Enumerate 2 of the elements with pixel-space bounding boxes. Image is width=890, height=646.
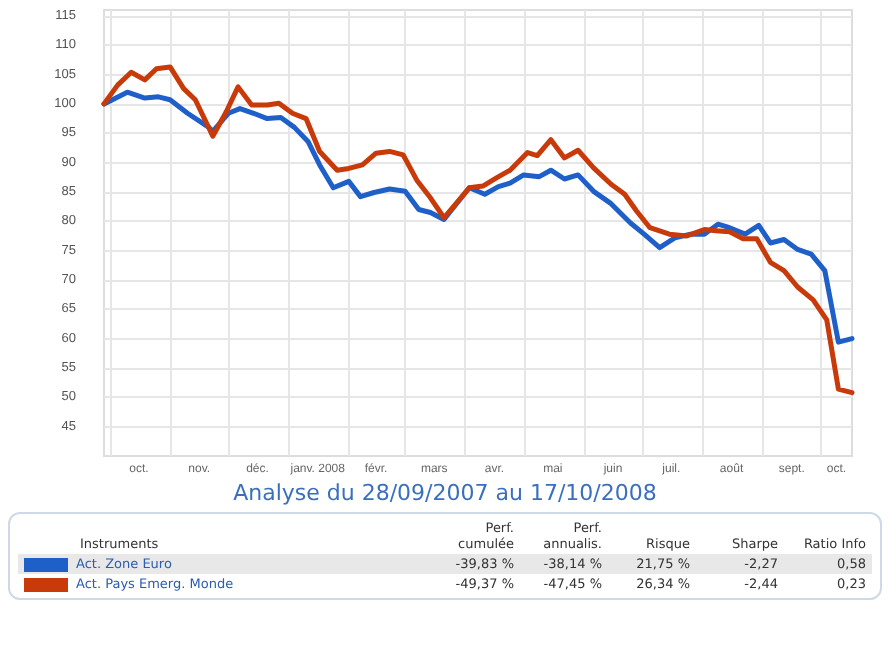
- text: Analyse du 28/09/2007 au 17/10/2008: [231, 480, 659, 508]
- line-series: [101, 64, 855, 396]
